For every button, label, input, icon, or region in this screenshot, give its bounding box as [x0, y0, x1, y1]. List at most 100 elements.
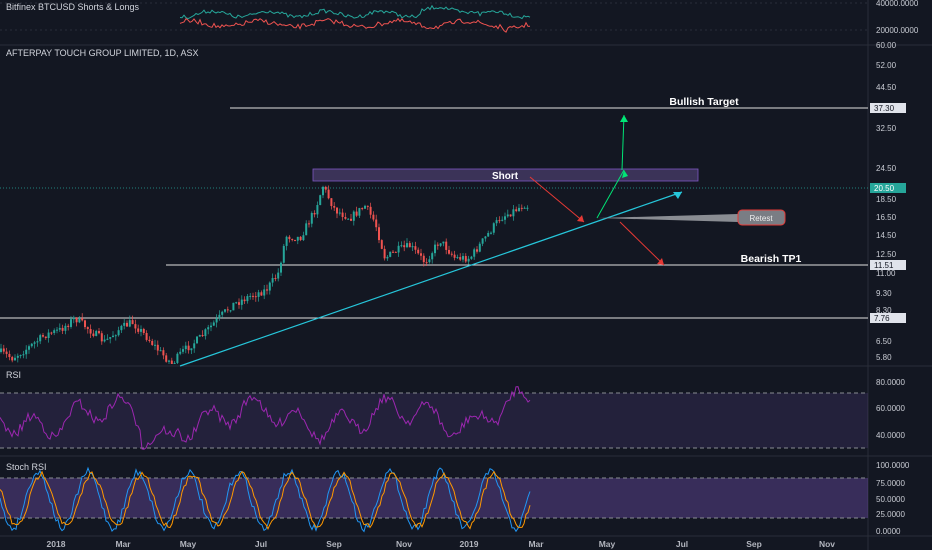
ascending-trendline[interactable] [179, 191, 683, 367]
candle-body [159, 350, 162, 352]
candle-body [288, 236, 291, 240]
bear-arrow-2[interactable] [619, 221, 665, 266]
price-tick: 44.50 [876, 83, 897, 92]
candle-body [207, 327, 210, 330]
bull-arrowhead [620, 115, 628, 122]
candle-body [120, 325, 123, 331]
candle-body [232, 302, 235, 311]
bull-arrow-1[interactable] [596, 169, 625, 219]
candle-body [448, 249, 450, 254]
price-tick: 6.50 [876, 337, 892, 346]
stoch-rsi-pane[interactable]: Stoch RSI 100.0000 75.0000 50.0000 25.00… [0, 461, 910, 536]
candle-body [515, 209, 518, 212]
candle-body [338, 212, 341, 214]
candle-body [330, 198, 333, 207]
time-tick: Sep [746, 539, 762, 549]
candle-body [72, 317, 75, 320]
candle-body [14, 357, 16, 361]
candle-body [89, 328, 92, 334]
candle-body [112, 335, 114, 338]
stoch-k-line [0, 466, 531, 533]
candle-body [78, 318, 81, 323]
bear-arrow-1[interactable] [529, 176, 585, 223]
main-price-pane[interactable]: AFTERPAY TOUCH GROUP LIMITED, 1D, ASX Re… [0, 41, 906, 367]
candle-body [428, 259, 431, 263]
candle-body [498, 220, 501, 222]
candle-body [442, 241, 445, 244]
support-price-tag [870, 313, 906, 323]
candle-body [425, 262, 428, 264]
candle-body [100, 333, 103, 342]
candle-body [375, 219, 378, 228]
candle-body [134, 324, 137, 329]
candle-body [324, 186, 327, 190]
price-axis[interactable]: 60.00 52.00 44.50 32.50 24.50 18.50 16.5… [870, 41, 906, 362]
candle-body [42, 335, 44, 337]
candle-body [495, 220, 498, 224]
candle-body [168, 360, 170, 362]
shorts-line [179, 17, 531, 33]
bearish-price-tag [870, 260, 906, 270]
candle-body [182, 349, 184, 352]
short-zone-box[interactable] [312, 168, 699, 182]
candle-body [383, 248, 386, 259]
candle-body [28, 346, 30, 350]
candle-body [156, 344, 159, 351]
candle-body [411, 246, 414, 248]
candle-body [198, 335, 201, 337]
candle-body [358, 208, 361, 216]
candle-body [2, 348, 5, 352]
btc-shorts-longs-pane[interactable]: Bitfinex BTCUSD Shorts & Longs 40000.000… [0, 0, 919, 35]
candle-body [47, 332, 50, 339]
stoch-tick: 0.0000 [876, 527, 901, 536]
candle-body [36, 341, 39, 343]
rsi-tick: 40.0000 [876, 431, 905, 440]
candle-body [70, 319, 72, 327]
candle-body [445, 241, 448, 250]
candle-body [224, 309, 226, 312]
candle-body [366, 205, 369, 207]
candle-body [246, 296, 249, 302]
candle-body [280, 262, 282, 273]
candle-body [11, 357, 14, 361]
candle-body [184, 345, 187, 350]
candle-body [44, 336, 47, 339]
candle-body [249, 295, 252, 297]
candle-body [238, 302, 240, 305]
candle-body [50, 332, 53, 334]
candle-body [75, 317, 78, 323]
time-axis[interactable]: 2018 Mar May Jul Sep Nov 2019 Mar May Ju… [47, 539, 836, 549]
time-tick: Sep [326, 539, 342, 549]
candle-body [266, 289, 268, 291]
time-tick: May [180, 539, 197, 549]
candle-body [296, 236, 299, 241]
candle-body [252, 295, 254, 297]
price-tick: 32.50 [876, 124, 897, 133]
candle-body [453, 254, 456, 258]
candle-body [403, 245, 406, 248]
candle-body [226, 309, 229, 311]
retest-callout[interactable] [737, 209, 786, 226]
candle-body [439, 243, 442, 246]
candle-body [369, 206, 372, 215]
candle-body [420, 253, 422, 256]
candle-body [478, 243, 481, 252]
candle-body [319, 195, 322, 206]
candle-body [490, 232, 492, 234]
time-tick: May [599, 539, 616, 549]
current-price-tag-text: 20.50 [874, 184, 895, 193]
candle-body [476, 249, 478, 252]
rsi-pane[interactable]: RSI 80.0000 60.0000 40.0000 [0, 370, 905, 450]
candle-body [350, 218, 352, 221]
candle-body [162, 350, 165, 356]
candle-body [67, 325, 70, 327]
price-tick: 5.80 [876, 353, 892, 362]
bull-arrow-2[interactable] [621, 114, 625, 171]
time-tick: Mar [115, 539, 131, 549]
candle-body [204, 329, 207, 337]
bullish-price-tag [870, 103, 906, 113]
candle-body [436, 244, 439, 246]
candle-body [106, 338, 109, 340]
top-tick: 20000.0000 [876, 26, 919, 35]
